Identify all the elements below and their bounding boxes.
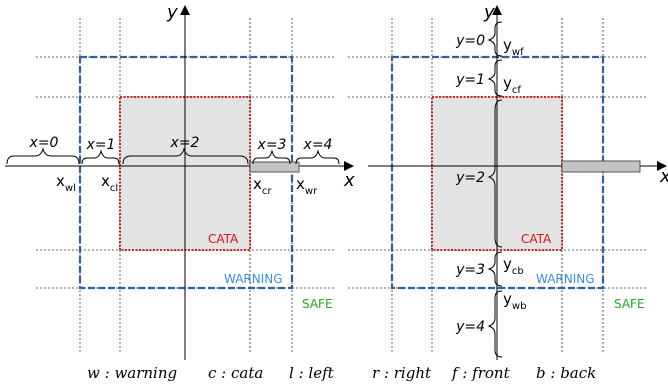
- right-brace-y2: [487, 99, 503, 248]
- right-boundary-label-ywf: ywf: [503, 36, 524, 58]
- right-region-label-y4: y=4: [455, 319, 485, 335]
- left-region-label-x0: x=0: [29, 135, 59, 151]
- legend-item-l: l : left: [289, 364, 335, 382]
- right-brace-y1: [487, 59, 503, 97]
- legend: w : warning c : cata l : left r : right …: [87, 364, 596, 382]
- left-region-label-x1: x=1: [86, 137, 116, 153]
- right-braces: [487, 21, 503, 358]
- legend-item-c: c : cata: [208, 364, 263, 382]
- left-braces: [6, 147, 340, 165]
- right-region-label-y2: y=2: [455, 170, 485, 186]
- right-boundary-label-ycf: ycf: [503, 74, 521, 96]
- left-warning-label: WARNING: [224, 272, 283, 286]
- right-warning-label: WARNING: [536, 272, 595, 286]
- right-car-rect: [561, 160, 641, 173]
- left-safe-label: SAFE: [302, 297, 333, 311]
- right-brace-y3: [487, 251, 503, 287]
- right-brace-y4: [487, 290, 503, 358]
- right-boundary-label-ycb: ycb: [503, 255, 524, 277]
- left-region-label-x4: x=4: [303, 137, 333, 153]
- left-warning-box: [78, 55, 294, 290]
- right-x-axis-label: x: [659, 166, 668, 187]
- left-y-axis-label: y: [166, 2, 178, 23]
- right-region-label-y1: y=1: [455, 72, 485, 88]
- left-brace-x2: [122, 147, 249, 165]
- left-brace-x1: [81, 149, 120, 165]
- left-brace-x3: [252, 149, 291, 165]
- left-boundary-label-xcl: xcl: [101, 172, 118, 194]
- legend-item-r: r : right: [372, 364, 432, 382]
- left-panel: x y x=0 x=1 x=2 x=3 x=4 xwl xcl xcr xwr …: [5, 2, 355, 360]
- left-region-label-x3: x=3: [257, 137, 287, 153]
- left-region-label-x2: x=2: [170, 135, 200, 151]
- left-boundary-label-xcr: xcr: [253, 175, 272, 197]
- right-y-axis-label: y: [483, 2, 495, 23]
- right-cata-label: CATA: [521, 232, 552, 246]
- left-boundary-label-xwr: xwr: [296, 175, 318, 197]
- right-region-label-y0: y=0: [455, 33, 485, 49]
- legend-item-b: b : back: [536, 364, 596, 382]
- left-brace-x4: [295, 149, 340, 165]
- left-x-axis-label: x: [343, 170, 355, 191]
- left-car-rect: [249, 161, 300, 173]
- right-region-label-y3: y=3: [455, 262, 485, 278]
- legend-item-f: f : front: [451, 364, 511, 382]
- left-cata-label: CATA: [208, 232, 239, 246]
- left-boundary-label-xwl: xwl: [56, 172, 76, 194]
- right-panel: x y y=0 y=1 y=2 y=3 y=4 ywf ycf ycb ywb …: [348, 2, 668, 360]
- right-safe-label: SAFE: [614, 297, 645, 311]
- legend-item-w: w : warning: [87, 364, 177, 382]
- right-brace-y0: [487, 21, 503, 57]
- right-boundary-label-ywb: ywb: [503, 290, 526, 312]
- left-brace-x0: [6, 147, 80, 165]
